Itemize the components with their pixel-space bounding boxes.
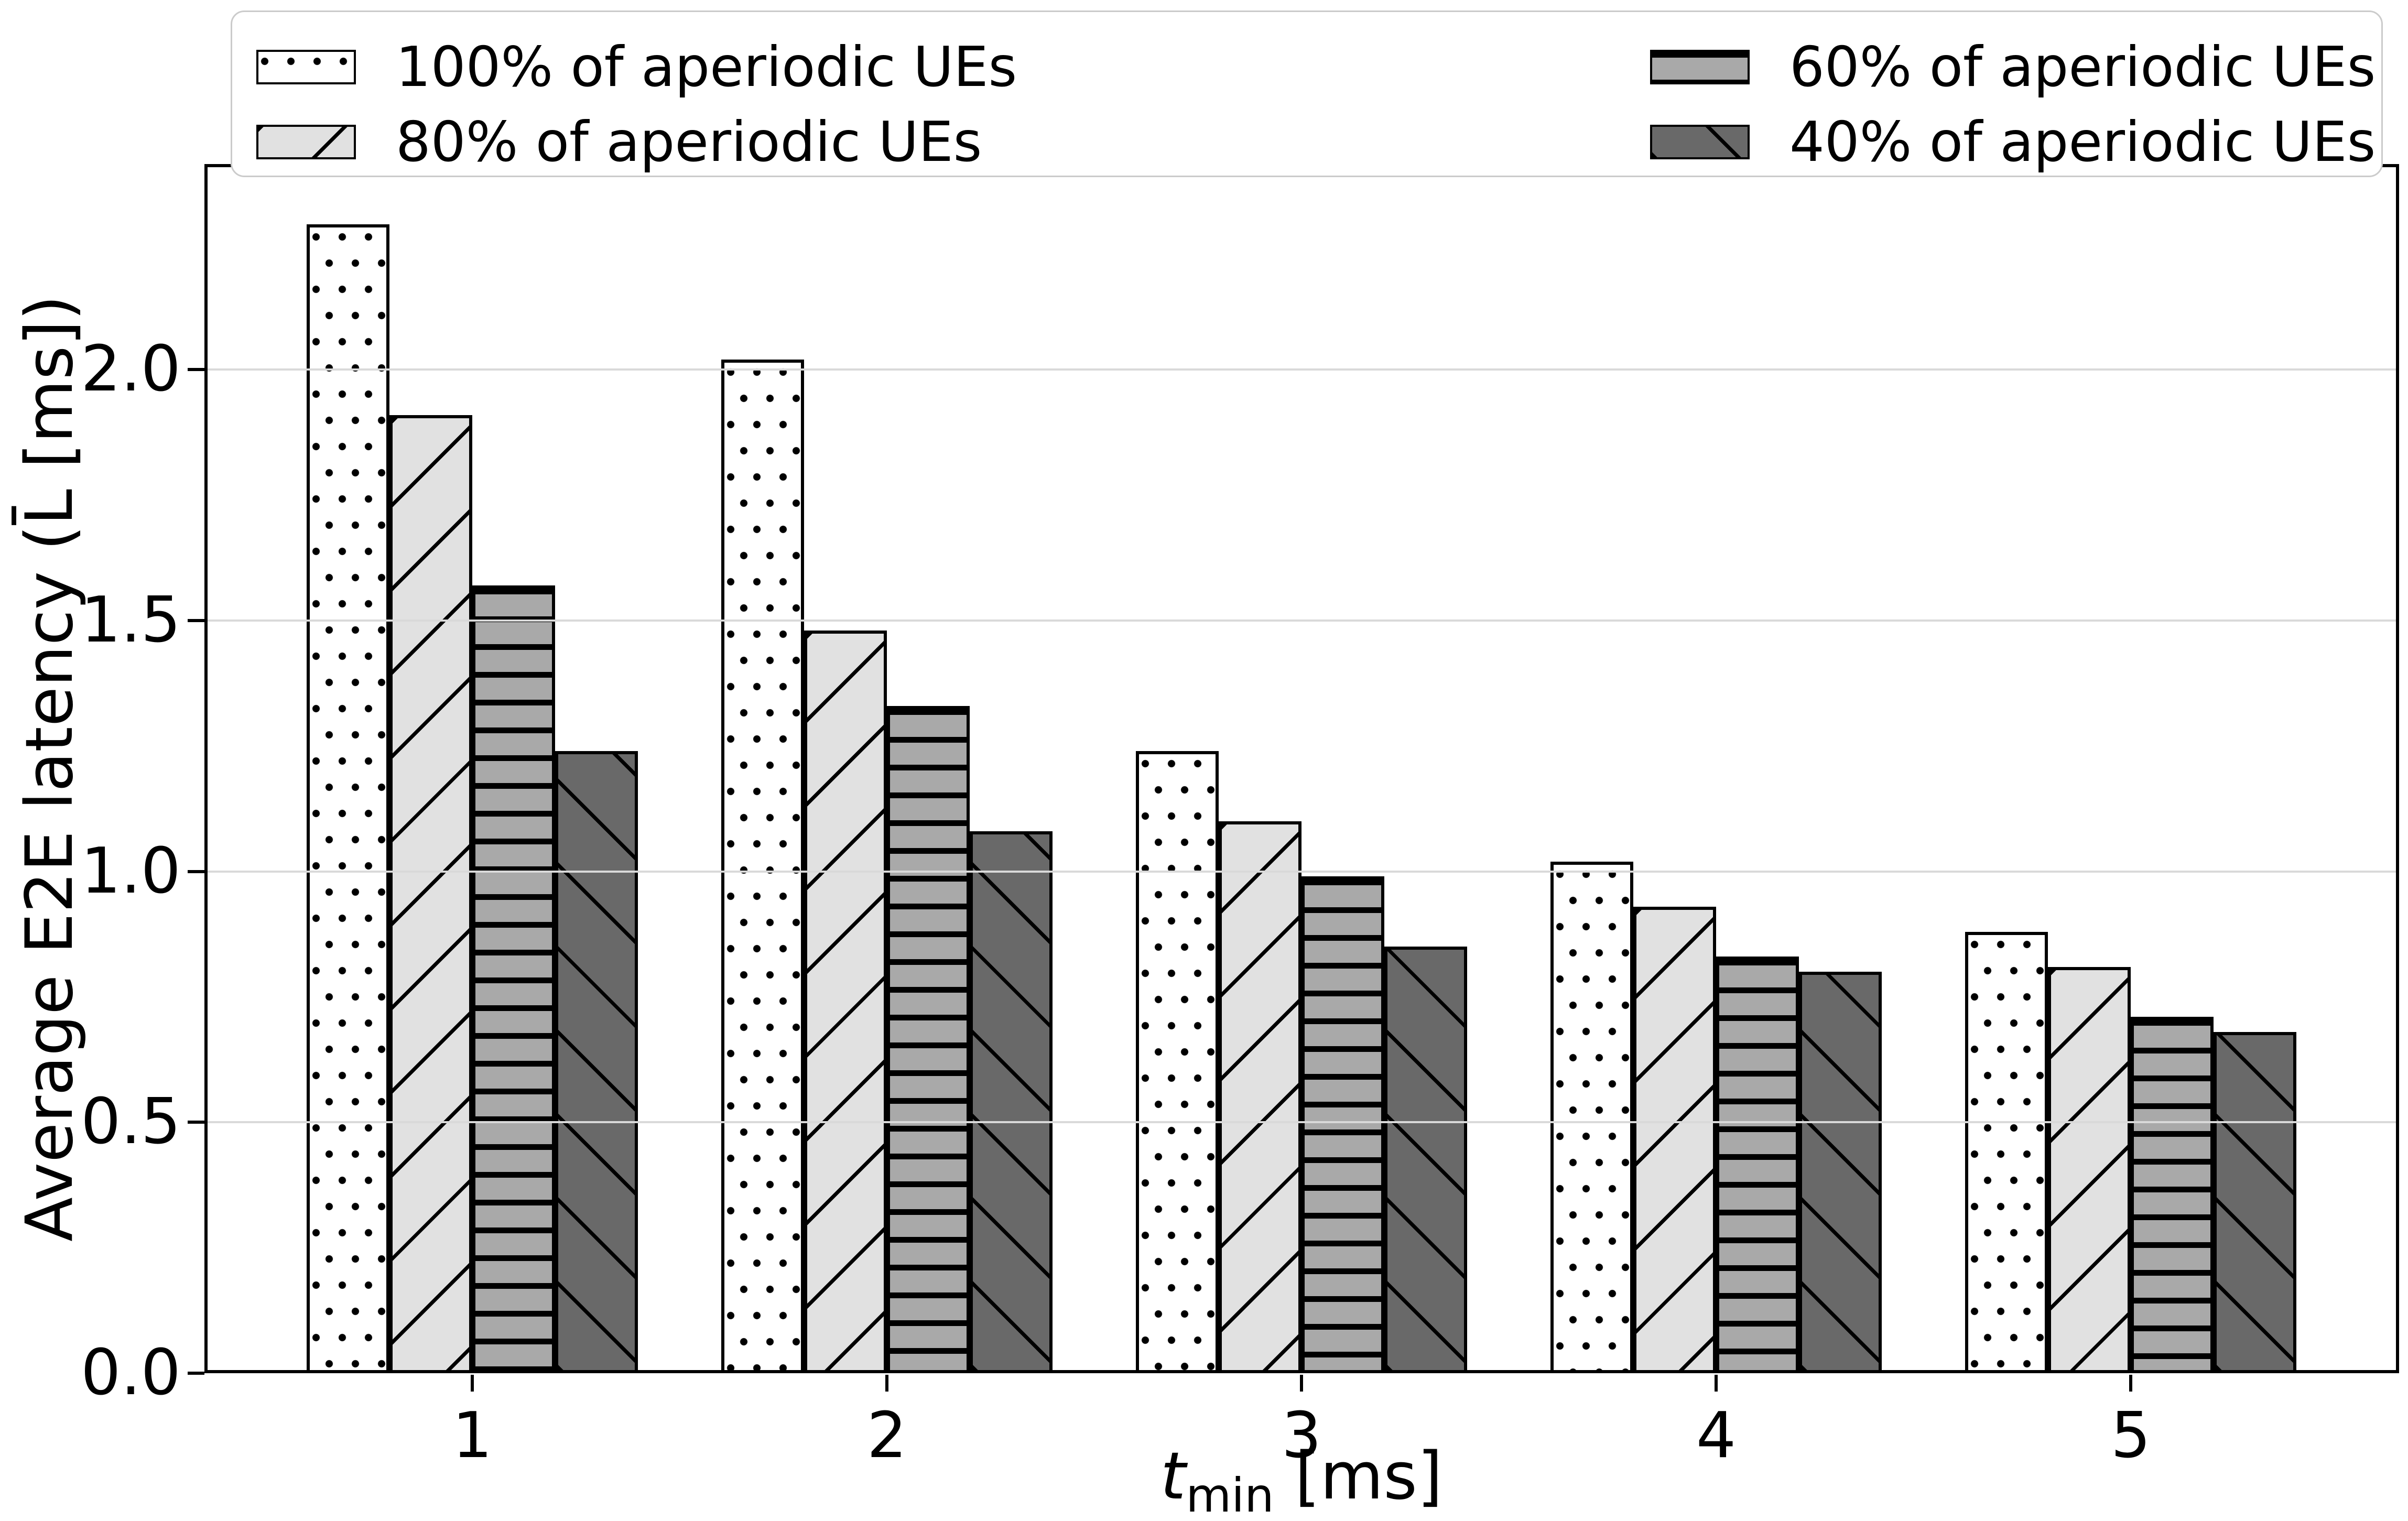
- bars-layer: [204, 164, 2399, 1373]
- x-tick-mark-4: [1715, 1375, 1718, 1392]
- y-tick-label-0.0: 0.0: [81, 1337, 181, 1409]
- y-tick-label-0.5: 0.5: [81, 1085, 181, 1159]
- bar-100pct-tmin-1: [307, 224, 389, 1373]
- bar-80pct-tmin-4: [1633, 907, 1716, 1373]
- bar-40pct-tmin-3: [1384, 947, 1467, 1373]
- bar-80pct-tmin-1: [389, 415, 472, 1373]
- x-axis-label-symbol: t: [1160, 1439, 1186, 1514]
- x-tick-mark-2: [885, 1375, 888, 1392]
- bar-60pct-tmin-3: [1301, 876, 1384, 1373]
- bar-100pct-tmin-2: [721, 360, 804, 1373]
- x-tick-mark-1: [471, 1375, 474, 1392]
- bar-60pct-tmin-4: [1716, 957, 1799, 1373]
- y-tick-mark-0.5: [188, 1121, 204, 1124]
- bar-40pct-tmin-4: [1799, 972, 1882, 1373]
- chart-legend: 100% of aperiodic UEs 80% of aperiodic UE…: [231, 10, 2383, 177]
- bar-80pct-tmin-3: [1219, 821, 1301, 1373]
- x-axis-label: tmin [ms]: [1039, 1437, 1564, 1521]
- bar-60pct-tmin-5: [2131, 1017, 2214, 1373]
- legend-label: 100% of aperiodic UEs: [396, 35, 1017, 99]
- legend-swatch-diag-forward-icon: [256, 125, 356, 159]
- y-tick-mark-2.0: [188, 368, 204, 372]
- x-tick-label-1: 1: [452, 1399, 493, 1472]
- legend-label: 60% of aperiodic UEs: [1789, 35, 2376, 99]
- bar-40pct-tmin-1: [555, 751, 638, 1373]
- x-axis-label-unit: [ms]: [1274, 1439, 1443, 1514]
- x-axis-label-subscript: min: [1186, 1468, 1274, 1521]
- bar-100pct-tmin-5: [1965, 932, 2048, 1373]
- y-tick-label-1.0: 1.0: [81, 834, 181, 908]
- x-tick-mark-3: [1300, 1375, 1303, 1392]
- bar-80pct-tmin-2: [804, 631, 887, 1373]
- bar-80pct-tmin-5: [2048, 967, 2131, 1373]
- x-tick-label-5: 5: [2110, 1399, 2151, 1472]
- legend-swatch-dots-icon: [256, 50, 356, 84]
- bar-100pct-tmin-3: [1136, 751, 1219, 1373]
- y-tick-mark-1.5: [188, 619, 204, 623]
- y-tick-label-1.5: 1.5: [81, 584, 181, 657]
- x-tick-label-2: 2: [866, 1399, 907, 1472]
- legend-swatch-diag-back-icon: [1650, 125, 1750, 159]
- legend-label: 80% of aperiodic UEs: [396, 110, 982, 174]
- bar-40pct-tmin-2: [970, 831, 1053, 1373]
- x-tick-label-4: 4: [1696, 1399, 1737, 1472]
- legend-swatch-horizontal-icon: [1650, 50, 1750, 84]
- x-tick-label-3: 3: [1281, 1399, 1322, 1472]
- y-tick-label-2.0: 2.0: [81, 333, 181, 406]
- plot-area: [204, 164, 2399, 1373]
- x-tick-mark-5: [2129, 1375, 2132, 1392]
- legend-label: 40% of aperiodic UEs: [1789, 110, 2376, 174]
- y-tick-mark-0.0: [188, 1372, 204, 1375]
- bar-100pct-tmin-4: [1550, 862, 1633, 1373]
- bar-60pct-tmin-2: [887, 706, 970, 1373]
- bar-40pct-tmin-5: [2214, 1032, 2296, 1373]
- y-tick-mark-1.0: [188, 870, 204, 873]
- bar-60pct-tmin-1: [472, 585, 555, 1373]
